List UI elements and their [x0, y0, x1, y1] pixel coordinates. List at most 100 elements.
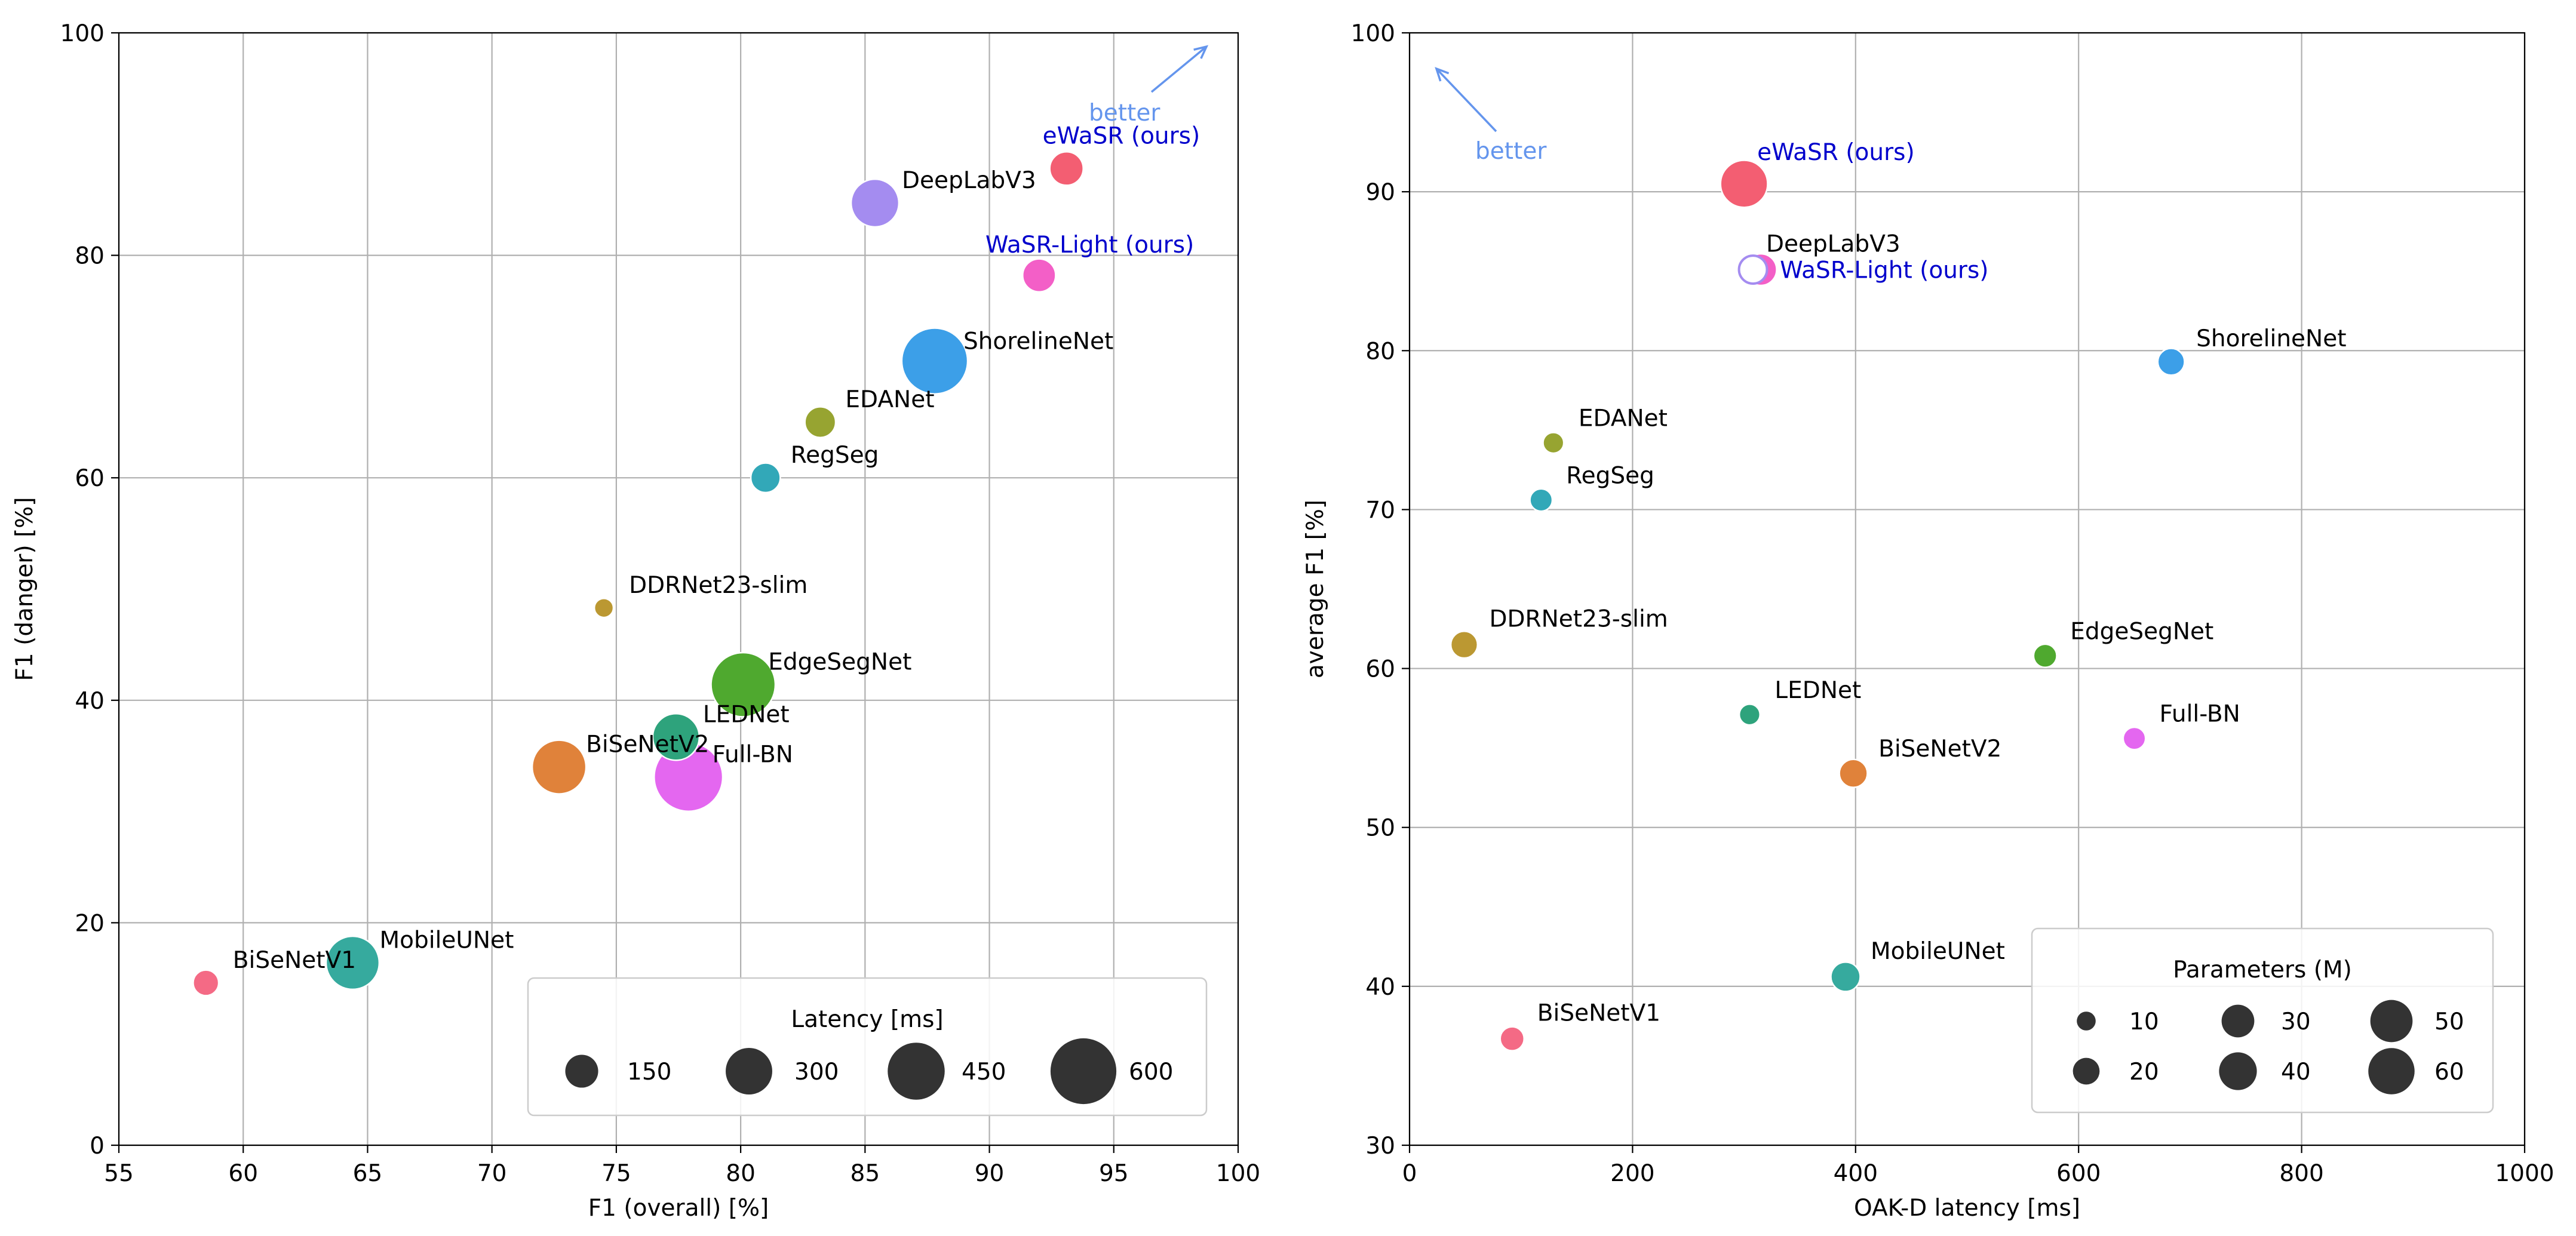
point-label: EDANet — [845, 386, 934, 413]
data-point — [1450, 631, 1479, 659]
point-label: DDRNet23-slim — [1489, 606, 1668, 633]
data-point — [1529, 488, 1553, 512]
y-tick-label: 0 — [90, 1133, 105, 1160]
data-point — [531, 739, 587, 795]
point-label: Full-BN — [713, 741, 793, 768]
x-tick-label: 85 — [851, 1160, 880, 1187]
legend-marker — [2370, 1000, 2413, 1043]
x-tick-label: 65 — [353, 1160, 383, 1187]
point-label: WaSR-Light (ours) — [1780, 257, 1988, 284]
y-tick-label: 40 — [75, 688, 105, 715]
x-axis-label: F1 (overall) [%] — [588, 1195, 769, 1222]
y-tick-label: 80 — [1365, 338, 1395, 365]
point-label: DeepLabV3 — [1766, 231, 1900, 258]
better-arrow-icon — [1150, 45, 1208, 93]
data-point — [750, 462, 781, 494]
legend-marker — [2368, 1048, 2415, 1094]
x-tick-label: 95 — [1099, 1160, 1129, 1187]
x-tick-label: 75 — [601, 1160, 631, 1187]
data-point — [1049, 151, 1084, 186]
data-point — [1720, 159, 1768, 208]
y-tick-label: 100 — [60, 20, 105, 47]
data-point — [850, 178, 900, 228]
legend-label: 150 — [627, 1059, 671, 1086]
x-tick-label: 1000 — [2495, 1160, 2554, 1187]
x-axis-label: OAK-D latency [ms] — [1854, 1195, 2080, 1222]
point-label: RegSeg — [1566, 462, 1654, 489]
x-tick-label: 80 — [726, 1160, 756, 1187]
chart-right: 0 200 400 600 800 1000 30 40 50 60 70 80 90 100 OAK-D … — [1302, 20, 2554, 1222]
data-point — [1738, 703, 1761, 726]
x-tick-label: 400 — [1834, 1160, 1878, 1187]
legend-marker — [2221, 1004, 2255, 1038]
data-point — [710, 651, 776, 718]
legend-title: Latency [ms] — [791, 1006, 943, 1033]
point-label: WaSR-Light (ours) — [985, 232, 1194, 259]
data-point — [1542, 432, 1565, 454]
data-point — [2157, 348, 2185, 376]
x-tick-label: 90 — [975, 1160, 1005, 1187]
data-point — [2122, 726, 2147, 751]
point-label: eWaSR (ours) — [1757, 139, 1915, 166]
point-label: BiSeNetV1 — [1537, 1000, 1660, 1027]
legend-marker — [2219, 1052, 2257, 1090]
y-tick-label: 80 — [75, 243, 105, 270]
point-label: DDRNet23-slim — [629, 572, 808, 599]
point-label: BiSeNetV1 — [233, 947, 356, 974]
legend-marker — [2077, 1011, 2096, 1031]
y-tick-label: 60 — [75, 465, 105, 492]
y-tick-label: 30 — [1365, 1133, 1395, 1160]
legend-box — [527, 977, 1208, 1117]
data-point — [901, 327, 969, 395]
plot-frame — [1408, 32, 2526, 1146]
data-point — [2032, 643, 2058, 668]
point-label: LEDNet — [703, 701, 790, 728]
better-arrowhead-icon — [1193, 45, 1209, 59]
x-tick-label: 200 — [1610, 1160, 1654, 1187]
point-label: BiSeNetV2 — [586, 731, 709, 758]
better-label: better — [1089, 100, 1160, 127]
y-tick-label: 40 — [1365, 974, 1395, 1001]
legend-marker — [2073, 1057, 2100, 1085]
x-tick-label: 70 — [477, 1160, 507, 1187]
legend-title: Parameters (M) — [2173, 957, 2352, 983]
legend-marker — [565, 1054, 598, 1088]
point-label: ShorelineNet — [963, 328, 1113, 355]
y-tick-label: 20 — [75, 910, 105, 937]
data-point — [593, 598, 615, 619]
point-label: EdgeSegNet — [2070, 618, 2213, 645]
legend-label: 300 — [794, 1059, 839, 1086]
point-label: Full-BN — [2160, 701, 2240, 728]
legend-marker — [726, 1048, 772, 1094]
data-point — [1838, 758, 1868, 788]
data-point — [1830, 961, 1861, 992]
y-tick-label: 90 — [1365, 179, 1395, 206]
data-point — [1737, 254, 1768, 285]
x-tick-label: 0 — [1402, 1160, 1417, 1187]
data-point — [804, 406, 837, 438]
data-point — [1022, 258, 1057, 293]
x-tick-label: 60 — [228, 1160, 258, 1187]
y-tick-label: 70 — [1365, 497, 1395, 524]
legend-label: 600 — [1129, 1059, 1173, 1086]
x-tick-label: 100 — [1216, 1160, 1260, 1187]
point-label: MobileUNet — [379, 927, 514, 954]
data-point — [325, 935, 380, 991]
point-label: EDANet — [1579, 405, 1668, 432]
data-point — [1499, 1026, 1525, 1051]
x-tick-label: 55 — [104, 1160, 134, 1187]
legend-label: 50 — [2434, 1009, 2464, 1035]
point-label: DeepLabV3 — [902, 167, 1036, 194]
legend-label: 20 — [2129, 1059, 2159, 1086]
legend-label: 40 — [2281, 1059, 2311, 1086]
point-label: LEDNet — [1774, 677, 1861, 704]
legend-marker — [1050, 1038, 1117, 1105]
point-label: ShorelineNet — [2196, 325, 2346, 352]
legend-label: 60 — [2434, 1059, 2464, 1086]
better-arrow-icon — [1435, 67, 1497, 133]
legend-label: 10 — [2129, 1009, 2159, 1035]
legend-marker — [888, 1043, 945, 1100]
chart-left: 55 60 65 70 75 80 85 90 95 100 0 20 40 60 80 100 F1 (ove… — [11, 20, 1260, 1222]
point-label: eWaSR (ours) — [1043, 122, 1201, 149]
